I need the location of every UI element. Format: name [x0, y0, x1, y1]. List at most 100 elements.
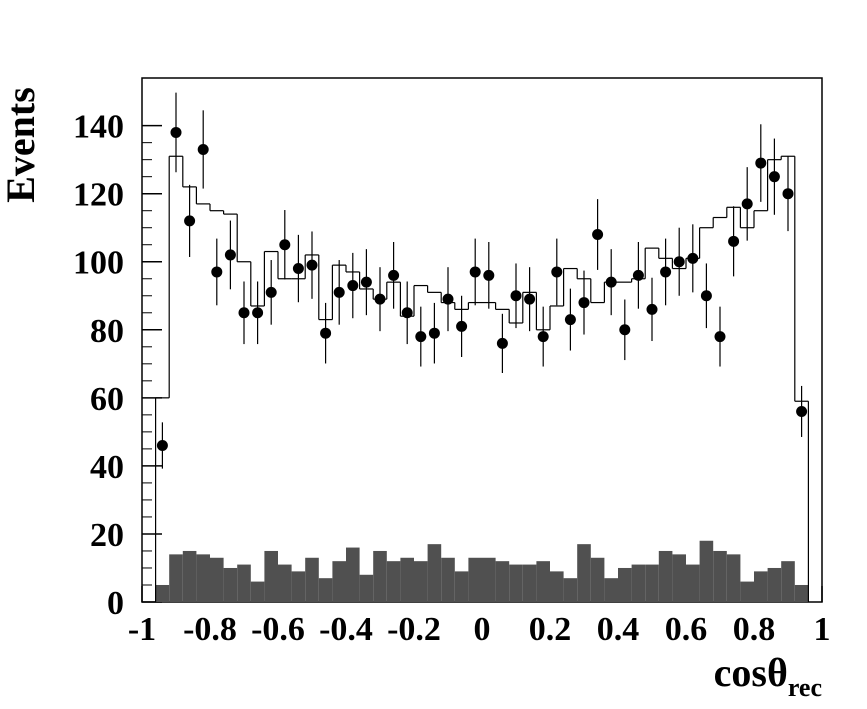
- background-bar: [468, 557, 482, 602]
- background-bar: [618, 567, 632, 602]
- x-tick-label: 0.6: [665, 611, 708, 648]
- data-point: [755, 157, 767, 169]
- background-bar: [781, 561, 795, 602]
- data-point: [224, 249, 236, 261]
- data-point: [728, 235, 740, 247]
- data-point: [469, 266, 481, 278]
- background-bar: [713, 550, 727, 602]
- data-point: [347, 280, 359, 292]
- x-axis-label-main: cosθ: [714, 650, 788, 695]
- data-point: [170, 126, 182, 138]
- background-bar: [169, 554, 183, 602]
- data-point: [238, 307, 250, 319]
- data-point: [483, 269, 495, 281]
- y-tick-label: 120: [73, 177, 124, 214]
- background-bar: [359, 574, 374, 602]
- data-point: [687, 252, 699, 264]
- y-axis-label: Events: [0, 87, 43, 203]
- background-bar: [631, 564, 646, 602]
- data-point: [551, 266, 563, 278]
- background-bar: [318, 578, 333, 602]
- data-point: [714, 331, 726, 343]
- x-tick-label: -0.8: [183, 611, 237, 648]
- x-tick-label: -1: [128, 611, 156, 648]
- data-point: [510, 290, 522, 302]
- data-point: [768, 171, 780, 183]
- background-bar: [536, 561, 550, 602]
- x-axis-label-sub: rec: [788, 673, 822, 702]
- y-tick-label: 140: [73, 109, 124, 146]
- background-bar: [182, 550, 197, 602]
- data-point: [592, 229, 604, 241]
- data-point: [605, 276, 617, 288]
- y-tick-label: 80: [90, 313, 124, 350]
- background-bar: [740, 581, 754, 602]
- data-point: [456, 320, 468, 332]
- background-bar: [427, 544, 442, 602]
- background-bar: [223, 567, 238, 602]
- data-point: [496, 337, 508, 349]
- data-point: [415, 331, 427, 343]
- data-point: [320, 327, 332, 339]
- data-point: [197, 143, 209, 155]
- background-bar: [563, 578, 578, 602]
- background-bar: [604, 578, 618, 602]
- data-point: [265, 286, 277, 298]
- background-bar: [509, 564, 523, 602]
- data-point: [279, 239, 291, 251]
- y-tick-label: 40: [90, 449, 124, 486]
- background-bar: [794, 584, 809, 602]
- data-point: [632, 269, 644, 281]
- background-bar: [155, 584, 170, 602]
- data-point: [428, 327, 440, 339]
- background-bar: [550, 571, 564, 602]
- x-axis-label: cosθrec: [714, 650, 822, 702]
- data-point: [646, 303, 658, 315]
- data-point: [184, 215, 196, 227]
- background-bar: [400, 557, 414, 602]
- x-tick-label: -0.4: [319, 611, 373, 648]
- data-point: [442, 293, 454, 305]
- background-bar: [414, 561, 428, 602]
- data-point: [401, 307, 413, 319]
- data-point: [700, 290, 712, 302]
- data-point: [619, 324, 631, 336]
- background-bar: [754, 571, 768, 602]
- x-tick-label: -0.2: [387, 611, 441, 648]
- background-bar: [522, 564, 537, 602]
- data-point: [796, 405, 808, 417]
- background-bar: [210, 557, 224, 602]
- x-tick-label: -0.6: [251, 611, 305, 648]
- data-point: [578, 297, 590, 309]
- background-bar: [305, 557, 319, 602]
- data-point: [292, 263, 304, 275]
- background-bar: [332, 561, 346, 602]
- background-bar: [672, 554, 686, 602]
- data-point: [673, 256, 685, 268]
- data-point: [360, 276, 372, 288]
- background-bar: [291, 571, 306, 602]
- background-bar: [441, 557, 455, 602]
- x-tick-label: 0.2: [529, 611, 572, 648]
- background-bar: [699, 540, 714, 602]
- background-bar: [495, 561, 510, 602]
- background-bar: [264, 550, 278, 602]
- y-tick-label: 20: [90, 517, 124, 554]
- y-tick-label: 100: [73, 245, 124, 282]
- x-tick-label: 1: [814, 611, 831, 648]
- background-bar: [346, 547, 360, 602]
- background-bar: [237, 564, 251, 602]
- x-tick-label: 0.4: [597, 611, 640, 648]
- background-bar: [454, 571, 469, 602]
- background-bar: [726, 554, 741, 602]
- background-bar: [278, 564, 292, 602]
- data-point: [524, 293, 536, 305]
- background-bar: [250, 581, 265, 602]
- background-bar: [645, 564, 659, 602]
- data-point: [211, 266, 223, 278]
- data-point: [388, 269, 400, 281]
- background-bar: [767, 567, 782, 602]
- data-point: [660, 266, 672, 278]
- data-point: [741, 198, 753, 210]
